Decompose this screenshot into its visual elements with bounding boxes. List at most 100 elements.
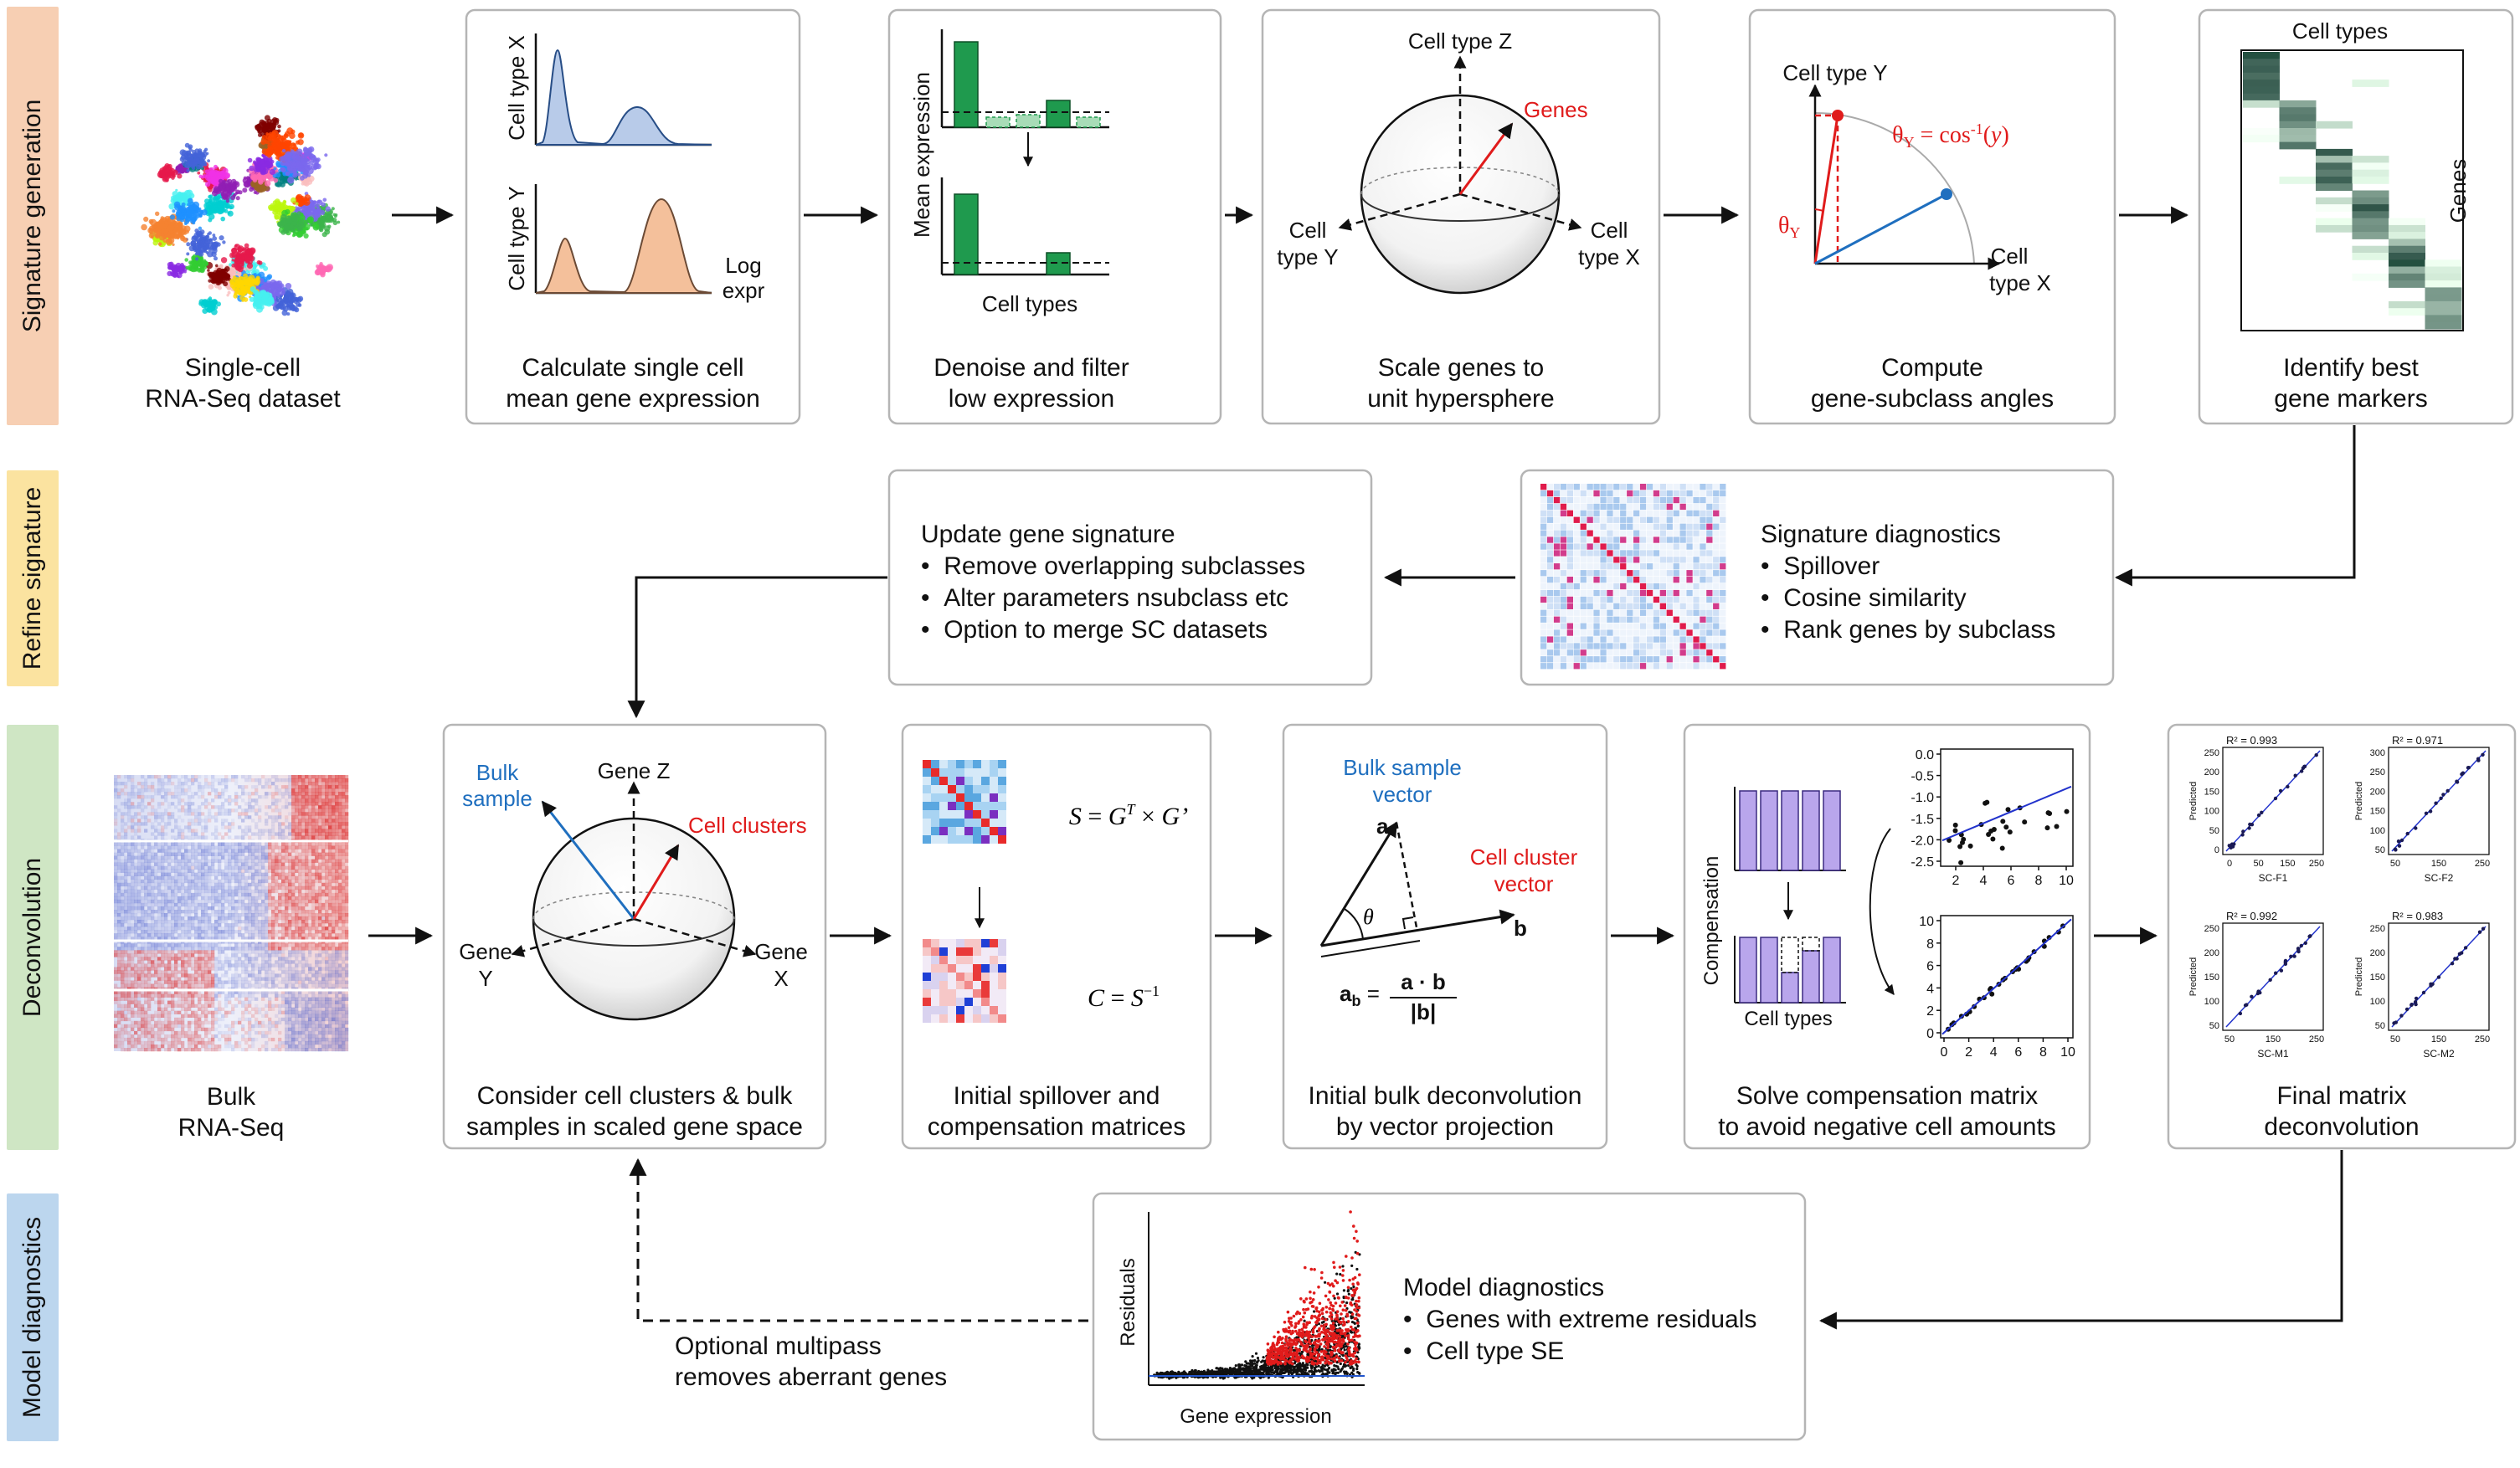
- spillover-cell: [1653, 563, 1660, 570]
- umap-point: [262, 168, 269, 175]
- spillover-cell: [1700, 543, 1706, 550]
- spillover-cell: [1666, 570, 1673, 577]
- markers-cell: [2352, 197, 2389, 205]
- spillover-cell: [1653, 484, 1660, 490]
- markers-cell: [2316, 224, 2353, 233]
- bulk-cell: [305, 778, 309, 783]
- spillover-cell: [1587, 616, 1593, 623]
- arrow-update-to-genespace: [627, 576, 887, 719]
- spillover-cell: [1633, 609, 1640, 616]
- spillover-cell: [1700, 603, 1706, 609]
- bulk-cell: [244, 802, 249, 806]
- umap-point: [197, 171, 201, 175]
- spillover-cell: [1593, 503, 1600, 511]
- bulk-cell: [174, 775, 178, 779]
- bulk-cell: [157, 785, 162, 789]
- spillover-cell: [1546, 570, 1554, 577]
- spillover-cell: [1580, 490, 1587, 497]
- hypersphere-genes-label: Genes: [1524, 97, 1588, 122]
- bulk-cell: [338, 802, 342, 806]
- spillover-cell: [1600, 536, 1607, 543]
- spillover-cell: [1593, 663, 1600, 670]
- spillover-cell: [1720, 523, 1726, 530]
- bulk-cell: [338, 782, 342, 786]
- bulk-cell: [275, 785, 279, 789]
- spillover-cell: [1566, 523, 1573, 530]
- bulk-cell: [268, 815, 272, 819]
- bulk-cell: [315, 778, 319, 783]
- umap-point: [217, 274, 222, 278]
- bulk-cell: [201, 795, 205, 799]
- umap-point: [177, 264, 184, 272]
- spillover-cell: [1639, 656, 1647, 663]
- spillover-cell: [1720, 643, 1726, 649]
- spillover-cell: [1639, 557, 1647, 563]
- bulk-cell: [321, 798, 326, 803]
- umap-point: [215, 264, 219, 268]
- spillover-cell: [1706, 530, 1713, 536]
- bulk-cell: [295, 798, 299, 803]
- bulk-cell: [301, 775, 306, 779]
- bulk-cell: [285, 815, 289, 819]
- spillover-cell: [1540, 656, 1547, 663]
- spillover-cell: [1666, 550, 1673, 557]
- bulk-cell: [177, 782, 182, 786]
- bulk-cell: [151, 798, 155, 803]
- markers-cell: [2316, 169, 2353, 177]
- bulk-cell: [117, 792, 121, 796]
- bulk-cell: [228, 808, 232, 813]
- spillover-cell: [1546, 484, 1554, 490]
- spillover-cell: [1633, 649, 1640, 656]
- mean-ylabel-bottom: Cell type Y: [504, 186, 529, 290]
- bulk-cell: [342, 792, 346, 796]
- bulk-cell: [318, 795, 322, 799]
- bulk-cell: [318, 788, 322, 793]
- bulk-cell: [325, 795, 329, 799]
- spillover-cell: [1553, 603, 1561, 609]
- spillover-cell: [1686, 636, 1693, 643]
- bulk-cell: [144, 819, 148, 823]
- spillover-cell: [1593, 623, 1600, 629]
- spillover-cell: [1686, 510, 1693, 516]
- spillover-cell: [1653, 616, 1660, 623]
- bulk-cell: [311, 798, 316, 803]
- spillover-cell: [1540, 589, 1547, 597]
- spillover-cell: [1686, 589, 1693, 597]
- bulk-cell: [211, 782, 215, 786]
- spillover-cell: [1653, 490, 1660, 497]
- bulk-cell: [338, 815, 342, 819]
- umap-point: [277, 124, 281, 129]
- spillover-cell: [1679, 557, 1686, 563]
- umap-point: [234, 288, 241, 295]
- umap-point: [284, 300, 288, 305]
- spillover-cell: [1546, 503, 1554, 511]
- bulk-cell: [325, 788, 329, 793]
- spillover-cell: [1666, 503, 1673, 511]
- umap-point: [188, 204, 194, 210]
- bulk-cell: [141, 808, 145, 813]
- spillover-cell: [1673, 609, 1679, 616]
- spillover-cell: [1580, 583, 1587, 590]
- spillover-cell: [1720, 557, 1726, 563]
- spillover-cell: [1580, 503, 1587, 511]
- bulk-cell: [208, 819, 212, 823]
- spillover-cell: [1600, 649, 1607, 656]
- bulk-cell: [278, 815, 282, 819]
- umap-point: [235, 189, 240, 195]
- bulk-cell: [191, 808, 195, 813]
- umap-point: [226, 192, 231, 198]
- spillover-cell: [1587, 643, 1593, 649]
- bulk-cell: [244, 778, 249, 783]
- bulk-cell: [208, 785, 212, 789]
- bulk-cell: [174, 792, 178, 796]
- spillover-cell: [1607, 643, 1613, 649]
- markers-cell: [2243, 80, 2280, 87]
- markers-cell: [2316, 204, 2353, 212]
- bulk-cell: [244, 815, 249, 819]
- umap-point: [198, 251, 204, 257]
- spillover-cell: [1560, 649, 1567, 656]
- bulk-cell: [335, 792, 339, 796]
- bulk-cell: [188, 795, 192, 799]
- bulk-cell: [291, 805, 296, 809]
- bulk-cell: [305, 808, 309, 813]
